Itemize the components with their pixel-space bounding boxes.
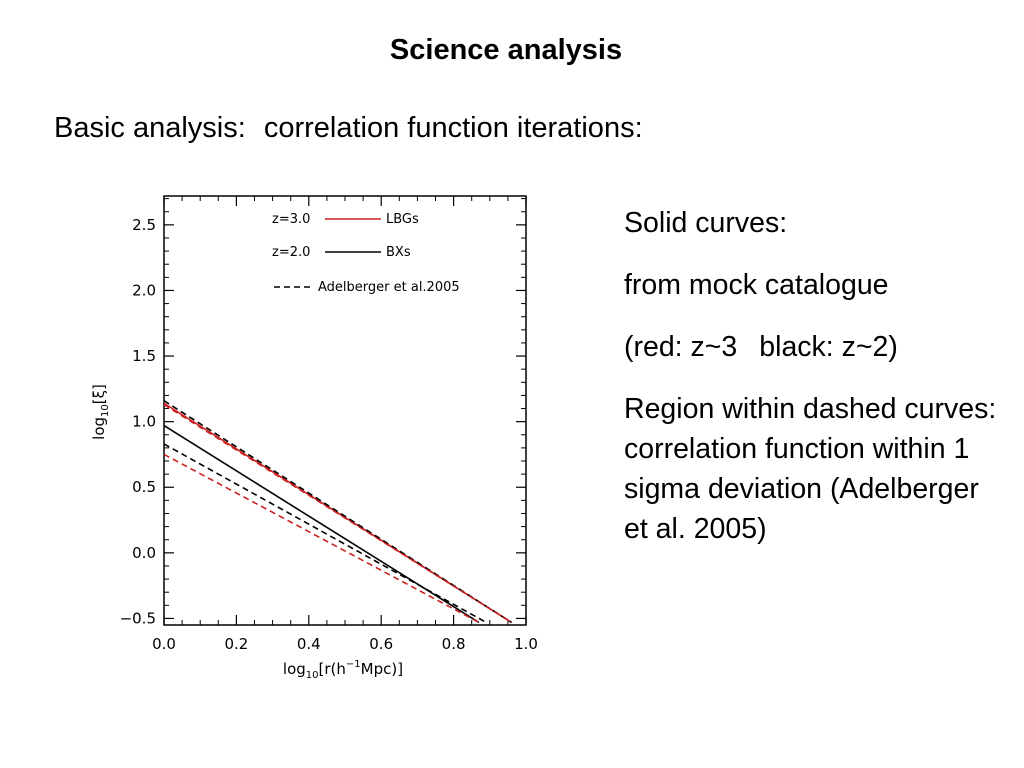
- slide-subtitle: Basic analysis: correlation function iter…: [54, 112, 643, 145]
- legend-label-left: z=3.0: [272, 212, 310, 227]
- note-color-red: (red: z~3: [624, 331, 738, 363]
- x-axis-label: log10[r(h−1Mpc)]: [283, 659, 403, 681]
- x-tick-label: 0.8: [442, 635, 466, 653]
- legend-label-right: Adelberger et al.2005: [318, 280, 460, 295]
- note-colors: (red: z~3 black: z~2): [624, 327, 1004, 367]
- slide-title: Science analysis: [389, 34, 623, 66]
- legend-label-right: LBGs: [386, 212, 419, 227]
- y-tick-label: 2.0: [132, 281, 156, 299]
- y-tick-label: −0.5: [120, 609, 156, 627]
- x-tick-label: 1.0: [514, 635, 538, 653]
- plot-area: [163, 195, 527, 626]
- legend-label-left: z=2.0: [272, 245, 310, 260]
- subtitle-part-correlation: correlation function iterations:: [263, 112, 643, 144]
- y-tick-label: 1.5: [132, 347, 156, 365]
- y-tick-label: 0.0: [132, 544, 156, 562]
- y-axis-label: log10[ξ]: [90, 384, 111, 440]
- y-tick-label: 2.5: [132, 216, 156, 234]
- note-mock-catalogue: from mock catalogue: [624, 269, 889, 301]
- note-color-black: black: z~2): [759, 331, 898, 363]
- legend-label-right: BXs: [386, 245, 411, 260]
- note-solid-curves: Solid curves:: [624, 207, 788, 239]
- x-tick-label: 0.4: [297, 635, 321, 653]
- series-line-dashed-4: [164, 443, 487, 624]
- subtitle-part-basic: Basic analysis:: [54, 112, 246, 144]
- x-tick-label: 0.0: [152, 635, 176, 653]
- x-tick-label: 0.6: [369, 635, 393, 653]
- series-line-dashed-3: [164, 403, 512, 624]
- y-tick-label: 0.5: [132, 478, 156, 496]
- note-dashed-region: Region within dashed curves: correlation…: [624, 393, 997, 545]
- notes-panel: Solid curves: from mock catalogue (red: …: [624, 203, 1004, 571]
- y-tick-label: 1.0: [132, 413, 156, 431]
- x-tick-label: 0.2: [224, 635, 248, 653]
